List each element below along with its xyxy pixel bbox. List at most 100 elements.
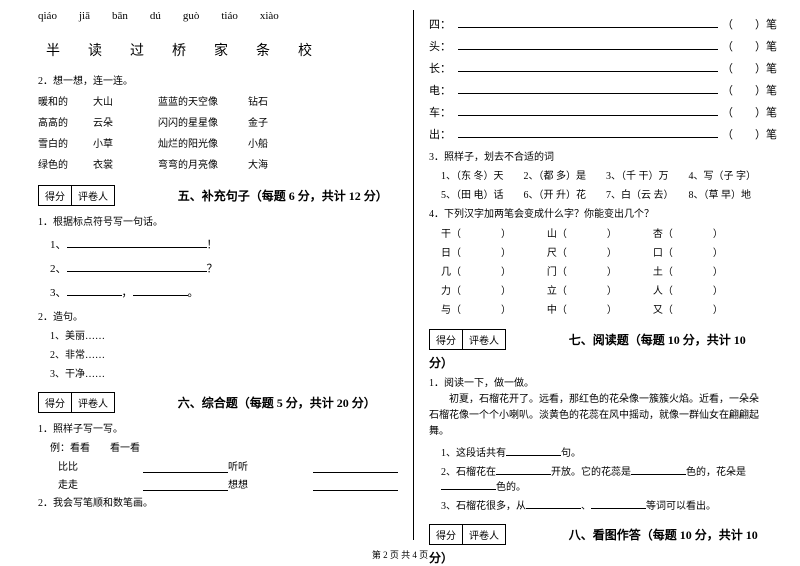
blank[interactable] <box>526 508 581 509</box>
p: ？ <box>207 263 218 275</box>
blank[interactable] <box>458 115 718 116</box>
pinyin: xiào <box>260 10 279 22</box>
g: 几（ ） <box>441 263 547 278</box>
g: 中（ ） <box>547 301 653 316</box>
blank[interactable] <box>458 137 718 138</box>
stroke-char: 电： <box>429 82 454 98</box>
t: ）笔 <box>755 129 777 141</box>
blank[interactable] <box>458 93 718 94</box>
q7-1: 1．阅读一下，做一做。 <box>429 374 762 389</box>
r: 色的，花朵是 <box>686 467 746 478</box>
p: 。 <box>188 287 199 299</box>
grader-label: 评卷人 <box>72 186 114 205</box>
char: 桥 <box>172 40 186 60</box>
blank[interactable] <box>496 474 551 475</box>
blank[interactable] <box>313 476 398 491</box>
g: 口（ ） <box>653 244 759 259</box>
m: 弯弯的月亮像 <box>158 156 248 171</box>
blank[interactable] <box>133 295 188 296</box>
m: 蓝蓝的天空像 <box>158 93 248 108</box>
blank[interactable] <box>67 247 207 248</box>
blank[interactable] <box>591 508 646 509</box>
t: ）笔 <box>755 63 777 75</box>
g: 干（ ） <box>441 225 547 240</box>
blank[interactable] <box>67 295 122 296</box>
m: 闪闪的星星像 <box>158 114 248 129</box>
score-box: 得分 评卷人 <box>38 185 115 206</box>
stroke-char: 出： <box>429 126 454 142</box>
q4: 4．下列汉字加两笔会变成什么字？你能变出几个？ <box>429 205 762 220</box>
m: 雪白的 <box>38 135 93 150</box>
q3-line2: 5、（田 电）话 6、（开 升）花 7、白（云 去） 8、（草 早）地 <box>441 186 762 201</box>
g: 力（ ） <box>441 282 547 297</box>
m: 钻石 <box>248 93 268 108</box>
char: 过 <box>130 40 144 60</box>
pinyin: bān <box>112 10 128 22</box>
m: 小草 <box>93 135 158 150</box>
grader-label: 评卷人 <box>463 525 505 544</box>
stroke-char: 车： <box>429 104 454 120</box>
m: 云朵 <box>93 114 158 129</box>
sent: 1、美丽…… <box>50 327 398 342</box>
n: 3、 <box>50 287 67 299</box>
g: 土（ ） <box>653 263 759 278</box>
m: 高高的 <box>38 114 93 129</box>
p: ！ <box>207 239 218 251</box>
score-label: 得分 <box>430 525 463 544</box>
r: 等词可以看出。 <box>646 501 716 512</box>
stroke-char: 长： <box>429 60 454 76</box>
blank[interactable] <box>458 49 718 50</box>
grader-label: 评卷人 <box>72 393 114 412</box>
w: 听听 <box>228 458 313 473</box>
pinyin: dú <box>150 10 161 22</box>
pinyin-row: qiáo jiā bān dú guò tiáo xiào <box>38 10 398 22</box>
blank[interactable] <box>143 458 228 473</box>
stroke-char: 头： <box>429 38 454 54</box>
char-grid: 干（ ）山（ ）杏（ ） 日（ ）尺（ ）口（ ） 几（ ）门（ ）土（ ） 力… <box>441 223 762 318</box>
w: 比比 <box>58 458 143 473</box>
blank[interactable] <box>458 27 718 28</box>
g: 尺（ ） <box>547 244 653 259</box>
blank[interactable] <box>143 476 228 491</box>
score-label: 得分 <box>39 186 72 205</box>
blank[interactable] <box>458 71 718 72</box>
section-5-title: 五、补充句子（每题 6 分，共计 12 分） <box>178 189 388 203</box>
blank[interactable] <box>631 474 686 475</box>
match-group: 暖和的大山蓝蓝的天空像钻石 高高的云朵闪闪的星星像金子 雪白的小草灿烂的阳光像小… <box>38 93 398 171</box>
grader-label: 评卷人 <box>463 330 505 349</box>
g: 日（ ） <box>441 244 547 259</box>
n: 2、 <box>50 263 67 275</box>
g: 又（ ） <box>653 301 759 316</box>
r: 开放。它的花蕊是 <box>551 467 631 478</box>
m: 金子 <box>248 114 268 129</box>
blank[interactable] <box>313 458 398 473</box>
score-box: 得分 评卷人 <box>429 524 506 545</box>
g: 门（ ） <box>547 263 653 278</box>
t: ）笔 <box>755 85 777 97</box>
t: ）笔 <box>755 19 777 31</box>
char-row: 半 读 过 桥 家 条 校 <box>46 40 398 60</box>
blank[interactable] <box>67 271 207 272</box>
blank[interactable] <box>506 455 561 456</box>
g: 山（ ） <box>547 225 653 240</box>
g: 杏（ ） <box>653 225 759 240</box>
pinyin: guò <box>183 10 200 22</box>
q3-line1: 1、（东 冬）天 2、（都 多）是 3、（千 干）万 4、写（子 字） <box>441 167 762 182</box>
r: 1、这段话共有 <box>441 448 506 459</box>
r: 色的。 <box>496 482 526 493</box>
m: 小船 <box>248 135 268 150</box>
blank[interactable] <box>441 489 496 490</box>
question-2: 2．想一想，连一连。 <box>38 72 398 87</box>
m: 暖和的 <box>38 93 93 108</box>
g: 人（ ） <box>653 282 759 297</box>
score-box: 得分 评卷人 <box>38 392 115 413</box>
t: ）笔 <box>755 107 777 119</box>
example: 例：看看 看一看 <box>50 439 398 454</box>
sent: 3、干净…… <box>50 365 398 380</box>
r: 、 <box>581 501 591 512</box>
char: 条 <box>256 40 270 60</box>
score-box: 得分 评卷人 <box>429 329 506 350</box>
q5-2: 2．造句。 <box>38 308 398 323</box>
char: 半 <box>46 40 60 60</box>
pinyin: tiáo <box>221 10 238 22</box>
